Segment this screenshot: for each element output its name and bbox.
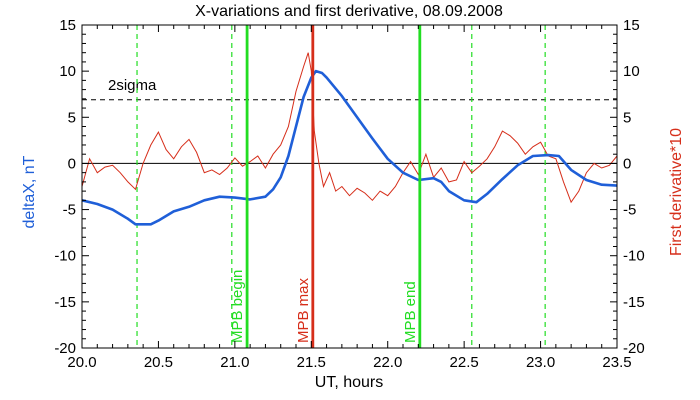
x-tick-label: 23.0 xyxy=(526,354,555,371)
y-tick-label-right: -20 xyxy=(623,340,645,357)
y-axis-label-left: deltaX, nT xyxy=(21,155,38,228)
x-tick-label: 22.5 xyxy=(450,354,479,371)
y-tick-label-right: 5 xyxy=(623,109,631,126)
y-tick-label-right: -5 xyxy=(623,202,636,219)
y-axis-label-right: First derivative*10 xyxy=(668,128,685,256)
y-tick-label-right: 10 xyxy=(623,63,640,80)
derivative-series-line xyxy=(81,52,618,204)
y-tick-label-right: -10 xyxy=(623,248,645,265)
chart-title: X-variations and first derivative, 08.09… xyxy=(195,3,503,20)
y-tick-label-left: -15 xyxy=(54,294,76,311)
x-axis-label: UT, hours xyxy=(315,374,383,391)
x-tick-label: 22.0 xyxy=(373,354,402,371)
x-tick-label: 23.5 xyxy=(602,354,631,371)
y-tick-label-left: -5 xyxy=(63,202,76,219)
y-tick-label-left: 10 xyxy=(59,63,76,80)
y-tick-label-left: -20 xyxy=(54,340,76,357)
x-tick-label: 20.5 xyxy=(144,354,173,371)
mpb-begin-label: MPB begin xyxy=(229,270,246,343)
y-tick-label-left: 15 xyxy=(59,17,76,34)
x-tick-label: 20.0 xyxy=(67,354,96,371)
mpb-max-label: MPB max xyxy=(295,277,312,343)
y-tick-label-left: -10 xyxy=(54,248,76,265)
plot-frame xyxy=(81,24,618,349)
deltax-series-line xyxy=(81,69,618,226)
y-tick-label-left: 0 xyxy=(68,155,76,172)
threshold-label: 2sigma xyxy=(108,77,157,94)
plot-area: 2sigma MPB begin MPB max MPB end 20.0 20.5 21.… xyxy=(54,17,644,371)
y-tick-label-right: -15 xyxy=(623,294,645,311)
y-tick-label-right: 15 xyxy=(623,17,640,34)
y-tick-label-left: 5 xyxy=(68,109,76,126)
mpb-end-label: MPB end xyxy=(402,281,419,343)
x-tick-label: 21.0 xyxy=(220,354,249,371)
x-tick-label: 21.5 xyxy=(297,354,326,371)
y-tick-label-right: 0 xyxy=(623,155,631,172)
